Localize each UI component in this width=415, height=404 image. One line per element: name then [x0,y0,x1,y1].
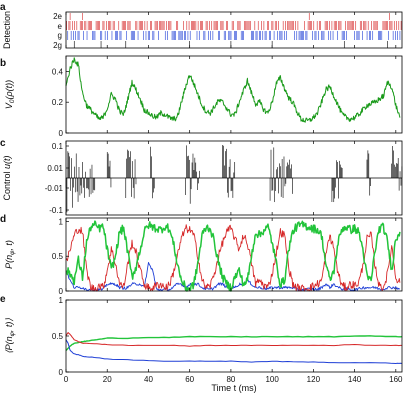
ytick-label: -0.1 [49,206,63,215]
panel-e-letter: e [0,294,6,305]
xtick-label: 160 [389,375,403,384]
panel-c-letter: c [0,138,6,149]
panel-d-letter: d [0,214,6,225]
ytick-label: 1 [59,296,64,305]
panel-a-letter: a [0,2,6,13]
ytick-label: 0.2 [52,98,64,107]
ytick-label: 0 [59,129,64,138]
panel-b-letter: b [0,58,6,69]
xtick-label: 20 [103,375,112,384]
panel-a-ylabel: Detection [2,11,12,49]
panel-c-ylabel: Control u(t) [2,155,12,200]
panel-a-frame [65,11,403,49]
probability-green-line [65,220,401,292]
average-red-line [65,332,402,347]
panel-b-ylabel: V0(ρ(t)) [4,80,16,109]
category-label: 2g [53,41,62,50]
panel-b: b 0 0.2 0.4 V0(ρ(t)) [0,55,403,138]
panel-b-frame [65,55,403,134]
ytick-label: -0.01 [45,184,64,193]
ytick-label: 0.1 [52,142,64,151]
ytick-label: 1 [59,217,64,226]
panel-d: d 0 0.5 1 P(nφ, t) [0,214,403,296]
xtick-label: 80 [226,375,235,384]
xtick-label: 120 [307,375,321,384]
xtick-label: 40 [144,375,153,384]
category-label: e [58,22,63,31]
panel-e: e 0 20 40 60 80 100 120 140 160 0 0.5 1 ⟨P(nφ, t)⟩ Tim… [0,294,403,393]
panel-d-ylabel: P(nφ, t) [4,240,16,269]
xtick-label: 60 [185,375,194,384]
xtick-label: 100 [265,375,279,384]
category-label: g [58,31,62,40]
panel-c-frame [65,140,403,216]
xtick-label: 0 [64,375,69,384]
ytick-label: 0 [59,368,64,377]
ytick-label: 0.5 [52,252,64,261]
v0-line [65,57,401,123]
average-blue-line [65,339,403,364]
x-axis-label: Time t (ms) [211,383,256,393]
panel-e-ylabel: ⟨P(nφ, t)⟩ [4,318,16,354]
ytick-label: 0 [59,287,64,296]
average-green-line [65,335,403,351]
xtick-label: 140 [348,375,362,384]
ytick-label: 0.01 [47,164,63,173]
ytick-label: 0.5 [52,332,64,341]
ytick-label: 0.4 [52,67,64,76]
panel-c: c 0.1 0.01 -0.01 -0.1 Control u(t) [0,138,403,216]
probability-red-line [65,224,401,292]
category-label: 2e [53,12,62,21]
panel-d-frame [65,217,403,292]
